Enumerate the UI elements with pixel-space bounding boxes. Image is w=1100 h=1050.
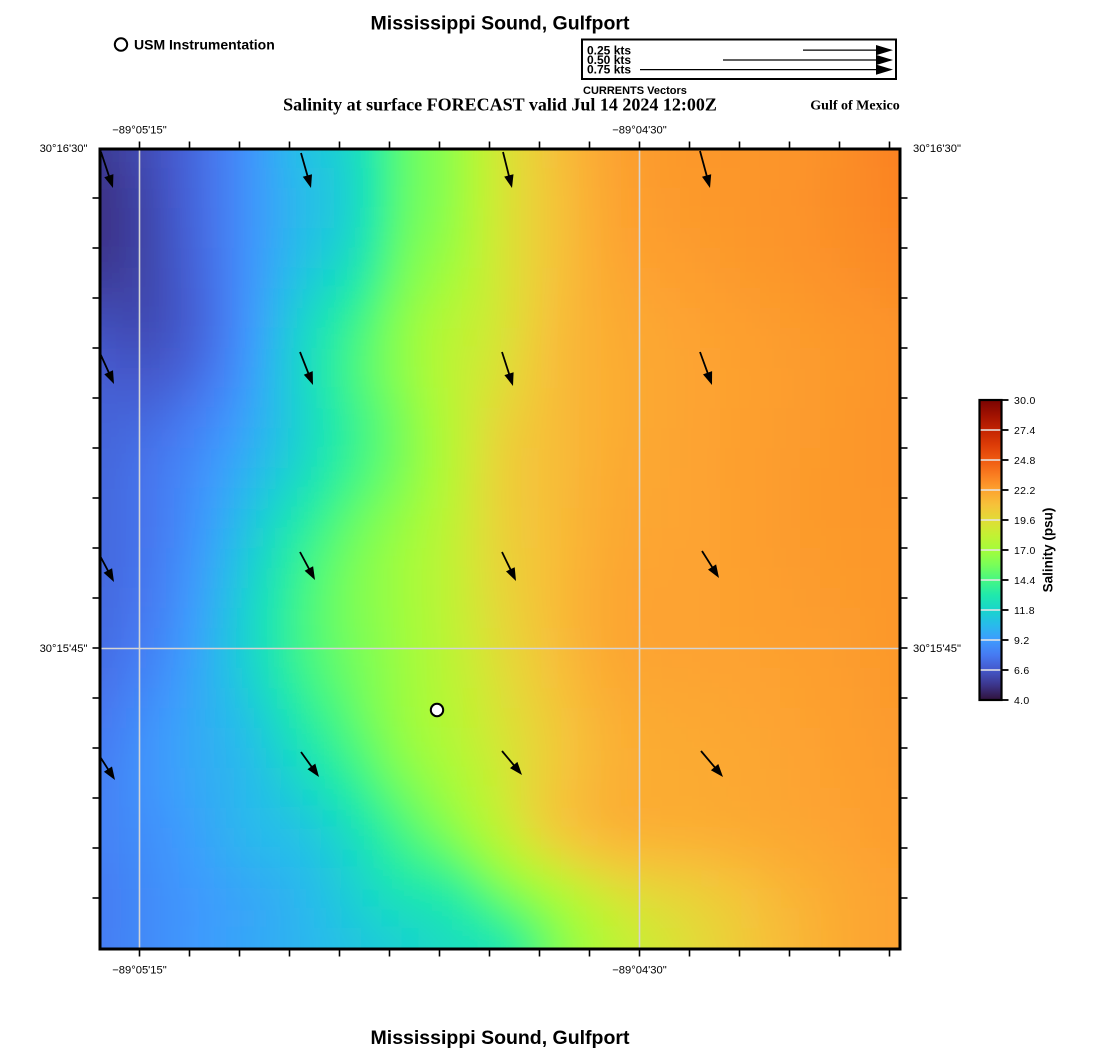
svg-text:Gulf of Mexico: Gulf of Mexico bbox=[810, 99, 899, 114]
svg-text:−89°04'30": −89°04'30" bbox=[612, 965, 666, 977]
svg-text:0.25 kts: 0.25 kts bbox=[587, 44, 631, 58]
svg-text:17.0: 17.0 bbox=[1014, 545, 1036, 557]
svg-text:9.2: 9.2 bbox=[1014, 635, 1030, 647]
svg-text:30.0: 30.0 bbox=[1014, 395, 1036, 407]
svg-text:30°16'30": 30°16'30" bbox=[913, 143, 961, 155]
svg-text:0.75 kts: 0.75 kts bbox=[587, 63, 631, 77]
svg-text:0.50 kts: 0.50 kts bbox=[587, 53, 631, 67]
svg-text:−89°05'15": −89°05'15" bbox=[112, 125, 166, 137]
svg-text:6.6: 6.6 bbox=[1014, 665, 1030, 677]
svg-text:Mississippi Sound, Gulfport: Mississippi Sound, Gulfport bbox=[371, 1027, 630, 1049]
svg-text:−89°04'30": −89°04'30" bbox=[612, 125, 666, 137]
svg-text:24.8: 24.8 bbox=[1014, 455, 1036, 467]
svg-text:USM Instrumentation: USM Instrumentation bbox=[134, 37, 275, 53]
svg-text:22.2: 22.2 bbox=[1014, 485, 1036, 497]
svg-text:CURRENTS Vectors: CURRENTS Vectors bbox=[583, 85, 687, 97]
svg-text:−89°05'15": −89°05'15" bbox=[112, 965, 166, 977]
svg-text:4.0: 4.0 bbox=[1014, 695, 1030, 707]
svg-text:Salinity at surface FORECAST v: Salinity at surface FORECAST valid Jul 1… bbox=[283, 95, 717, 115]
svg-text:30°15'45": 30°15'45" bbox=[913, 643, 961, 655]
svg-text:27.4: 27.4 bbox=[1014, 425, 1036, 437]
svg-text:30°15'45": 30°15'45" bbox=[40, 643, 88, 655]
svg-text:Mississippi Sound, Gulfport: Mississippi Sound, Gulfport bbox=[371, 13, 630, 35]
svg-text:Salinity (psu): Salinity (psu) bbox=[1041, 508, 1056, 593]
svg-text:30°16'30": 30°16'30" bbox=[40, 143, 88, 155]
svg-text:11.8: 11.8 bbox=[1014, 605, 1035, 617]
svg-text:14.4: 14.4 bbox=[1014, 575, 1036, 587]
svg-text:19.6: 19.6 bbox=[1014, 515, 1036, 527]
